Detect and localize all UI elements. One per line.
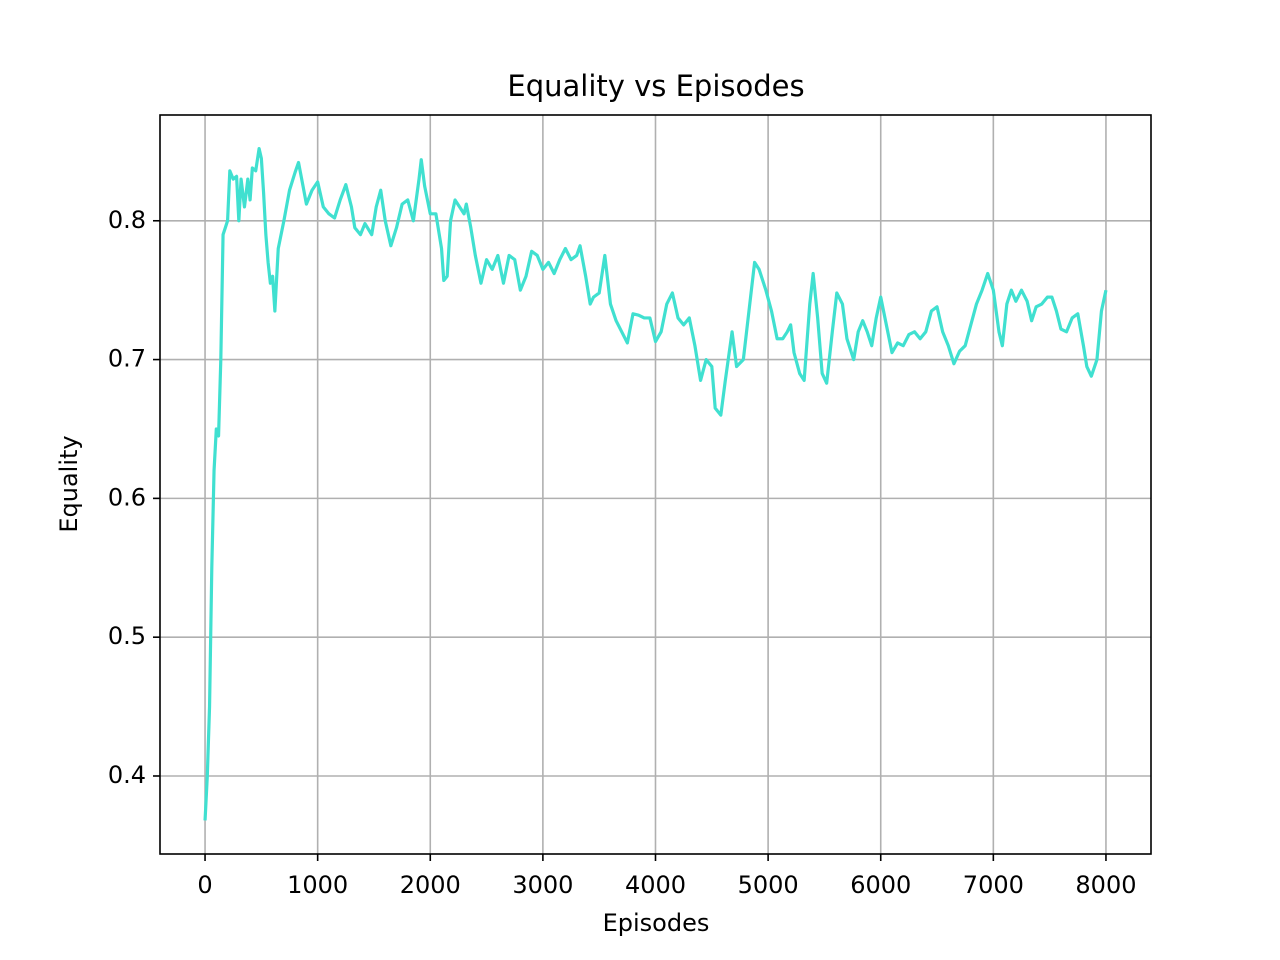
y-tick-label: 0.7 (108, 345, 146, 373)
x-tick-label: 8000 (1075, 871, 1136, 899)
y-tick-label: 0.4 (108, 761, 146, 789)
data-line (203, 146, 1108, 821)
plot-frame (159, 114, 1152, 855)
y-tick-label: 0.8 (108, 206, 146, 234)
y-axis-label: Equality (55, 435, 83, 532)
x-tick-label: 0 (197, 871, 212, 899)
x-axis-label: Episodes (603, 909, 710, 937)
x-tick-label: 4000 (625, 871, 686, 899)
y-tick-label: 0.6 (108, 483, 146, 511)
y-tick-label: 0.5 (108, 622, 146, 650)
x-tick-label: 7000 (963, 871, 1024, 899)
x-tick-label: 2000 (400, 871, 461, 899)
x-tick-label: 3000 (512, 871, 573, 899)
x-tick-label: 5000 (738, 871, 799, 899)
x-tick-label: 1000 (287, 871, 348, 899)
x-tick-label: 6000 (850, 871, 911, 899)
chart-title: Equality vs Episodes (507, 69, 804, 103)
